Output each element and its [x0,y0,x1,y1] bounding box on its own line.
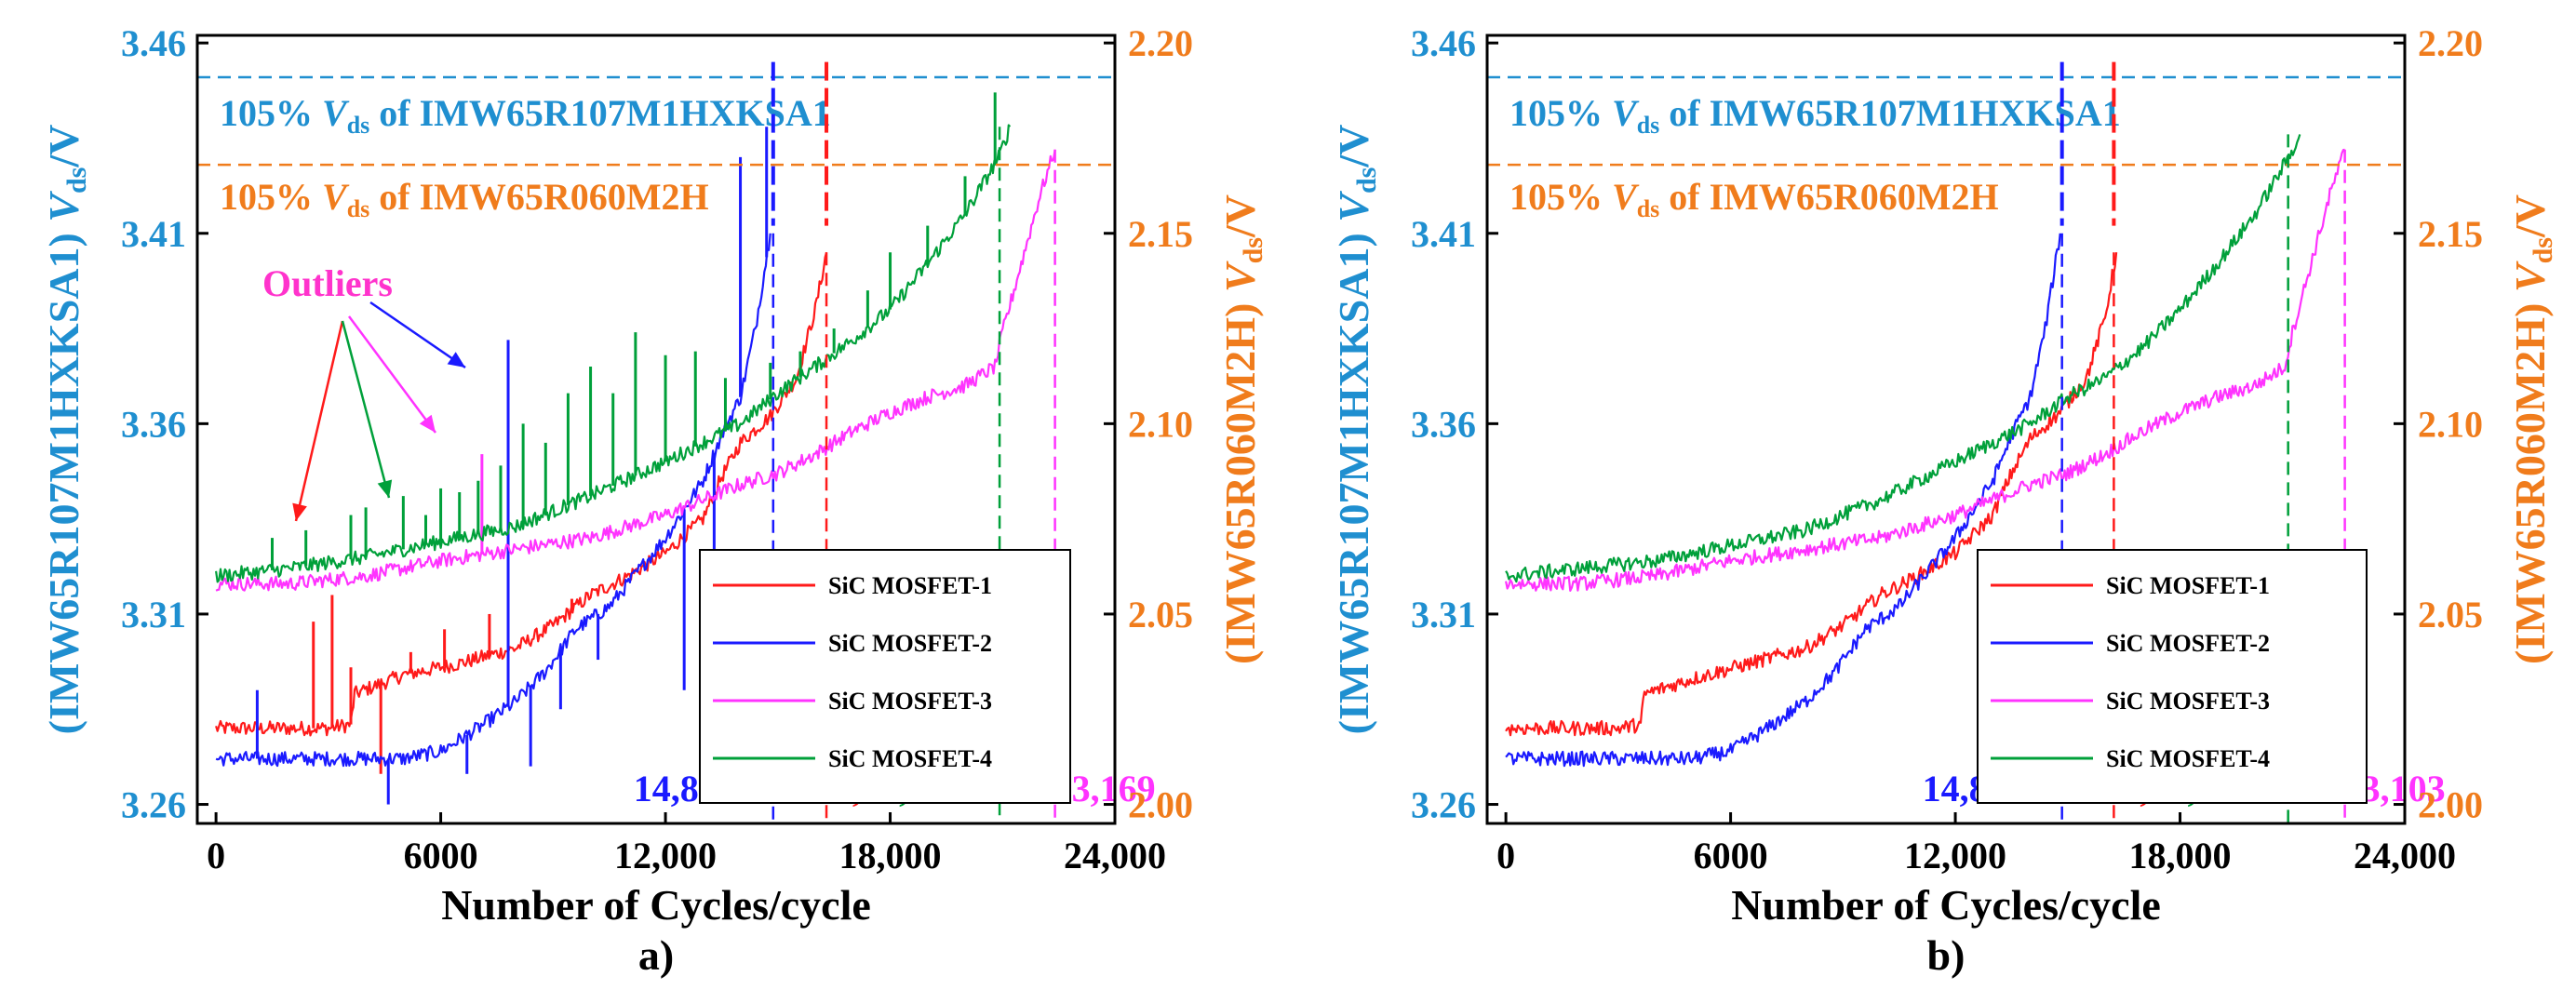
legend: SiC MOSFET-1 SiC MOSFET-2 SiC MOSFET-3 SiC … [699,549,1071,804]
series-line-2 [1505,233,2061,768]
y-right-tick-label-5: 2.20 [1128,22,1193,64]
series-group [1505,134,2345,768]
y-left-tick-label-5: 3.46 [121,22,186,64]
legend-label-1: SiC MOSFET-1 [2106,572,2270,599]
series-line-1 [215,251,828,737]
y-left-tick-label-3: 3.36 [121,403,186,445]
y-right-tick-label-4: 2.15 [2418,213,2483,255]
x-tick-label-4: 18,000 [2129,835,2232,876]
outlier-arrowhead-2 [377,479,393,498]
y-axis-title-left: (IMW65R107M1HXKSA1) Vds/V [1330,125,1382,735]
x-tick-label-4: 18,000 [839,835,942,876]
x-tick-label-2: 6000 [404,835,478,876]
legend-label-3: SiC MOSFET-3 [828,688,992,715]
legend-label-2: SiC MOSFET-2 [2106,630,2270,657]
outliers-annotation: Outliers [262,262,393,304]
plot-frame [1485,33,2407,825]
y-left-tick-label-3: 3.36 [1411,403,1476,445]
outlier-arrow-1 [294,320,344,522]
y-left-tick-label-4: 3.41 [121,213,186,255]
y-axis-title-right: (IMW65R060M2H) Vds/V [2506,194,2558,664]
x-tick-label-1: 0 [207,835,225,876]
outlier-arrow-4 [369,301,466,369]
legend-label-4: SiC MOSFET-4 [2106,745,2270,772]
y-right-tick-label-1: 2.00 [1128,784,1193,826]
x-tick-label-1: 0 [1496,835,1515,876]
threshold-label-1: 105% Vds of IMW65R107M1HXKSA1 [220,92,831,139]
legend-label-4: SiC MOSFET-4 [828,745,992,772]
y-left-tick-label-1: 3.26 [121,784,186,826]
y-right-tick-label-2: 2.05 [1128,594,1193,635]
y-left-tick-label-4: 3.41 [1411,213,1476,255]
legend-label-3: SiC MOSFET-3 [2106,688,2270,715]
y-right-tick-label-5: 2.20 [2418,22,2483,64]
y-axis-title-left: (IMW65R107M1HXKSA1) Vds/V [40,125,92,735]
x-axis-title: Number of Cycles/cycle [441,881,871,929]
y-left-tick-label-2: 3.31 [121,594,186,635]
outlier-arrowhead-4 [447,352,465,368]
outlier-arrow-2 [341,320,391,499]
y-right-tick-label-3: 2.10 [2418,403,2483,445]
series-line-4 [1505,134,2301,583]
outlier-arrowhead-3 [419,414,436,433]
outlier-arrow-3 [347,315,437,434]
y-left-tick-label-2: 3.31 [1411,594,1476,635]
x-tick-label-5: 24,000 [2354,835,2456,876]
threshold-label-2: 105% Vds of IMW65R060M2H [220,176,709,222]
threshold-label-2: 105% Vds of IMW65R060M2H [1509,176,1999,222]
y-right-tick-label-4: 2.15 [1128,213,1193,255]
chart-panel-1: 105% Vds of IMW65R107M1HXKSA1 105% Vds of… [40,22,1268,979]
series-group [215,92,1056,805]
y-left-tick-label-5: 3.46 [1411,22,1476,64]
series-line-3 [215,149,1056,592]
y-axis-title-right: (IMW65R060M2H) Vds/V [1216,194,1268,664]
panel-label: b) [1927,931,1966,979]
y-right-tick-label-3: 2.10 [1128,403,1193,445]
y-right-tick-label-1: 2.00 [2418,784,2483,826]
outlier-arrowhead-1 [292,502,307,521]
series-line-4 [215,124,1012,583]
series-line-1 [1505,252,2118,737]
y-left-tick-label-1: 3.26 [1411,784,1476,826]
x-tick-label-2: 6000 [1694,835,1768,876]
legend: SiC MOSFET-1 SiC MOSFET-2 SiC MOSFET-3 SiC … [1977,549,2368,804]
plot-frame [195,33,1117,825]
legend-box [699,549,1071,804]
x-axis-title: Number of Cycles/cycle [1731,881,2161,929]
chart-panel-2: 105% Vds of IMW65R107M1HXKSA1 105% Vds of… [1330,22,2558,979]
threshold-label-1: 105% Vds of IMW65R107M1HXKSA1 [1509,92,2121,139]
legend-label-2: SiC MOSFET-2 [828,630,992,657]
x-tick-label-5: 24,000 [1064,835,1166,876]
y-right-tick-label-2: 2.05 [2418,594,2483,635]
x-tick-label-3: 12,000 [1904,835,2006,876]
legend-box [1977,549,2368,804]
x-tick-label-3: 12,000 [614,835,717,876]
series-line-3 [1505,148,2345,593]
panel-label: a) [638,931,674,979]
series-line-2 [215,233,771,768]
legend-label-1: SiC MOSFET-1 [828,572,992,599]
